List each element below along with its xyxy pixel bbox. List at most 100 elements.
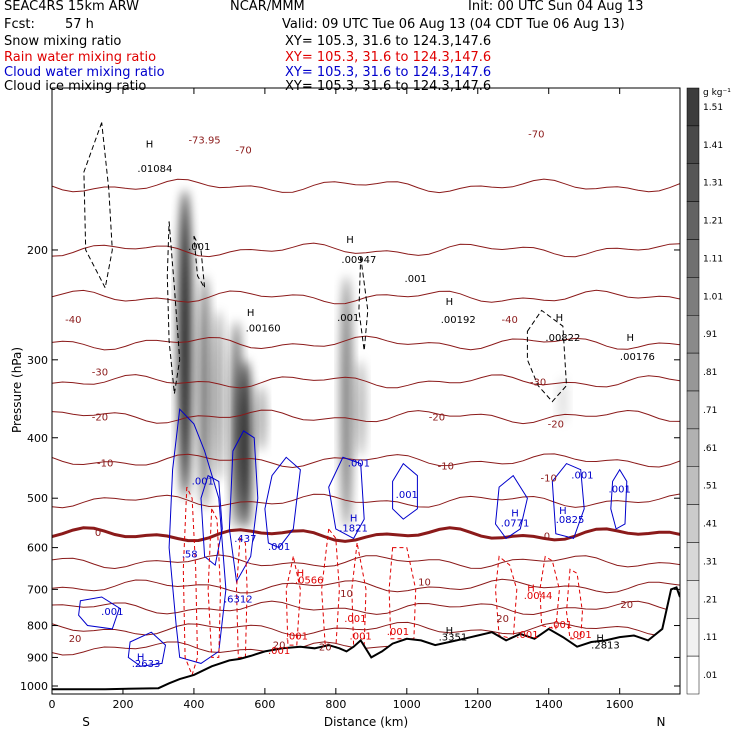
colorbar-swatch-2	[686, 163, 700, 202]
contour-labels: -73.95 -70 -70 -40 -40 -30 -30 -20 -20 -20 -10 -10 -…	[65, 129, 655, 670]
contour-label-34: .00822	[545, 333, 580, 344]
field-snow-name: Snow mixing ratio	[4, 34, 122, 49]
snow-shade-2	[213, 310, 224, 482]
cloudwater-contour-2	[228, 430, 259, 584]
y-tick-label-700: 700	[27, 583, 48, 596]
contour-label-68: .3351	[439, 632, 468, 643]
isotherm--5	[52, 493, 680, 509]
contour-label-36: .00176	[620, 352, 655, 363]
contour-label-10: -10	[97, 459, 113, 470]
contour-label-53: .6312	[224, 595, 253, 606]
x-end-label-north: N	[657, 715, 666, 729]
contour-label-42: H	[511, 509, 519, 520]
y-tick-label-500: 500	[27, 492, 48, 505]
terrain-line	[52, 586, 680, 691]
y-tick-label-600: 600	[27, 542, 48, 555]
contour-label-57: H	[527, 583, 535, 594]
cloudwater-contour-8	[610, 468, 628, 530]
rain-contour-8	[539, 555, 560, 630]
field-ice-xy: XY= 105.3, 31.6 to 124.3,147.6	[285, 79, 492, 94]
contour-label-1: -70	[235, 145, 251, 156]
contour-label-35: H	[627, 333, 635, 344]
colorbar-label-1: 1.41	[703, 141, 723, 151]
contour-label-29: .001	[337, 313, 359, 324]
temperature-isotherms	[52, 178, 680, 656]
contour-label-14: 0	[544, 531, 550, 542]
snow-shade-4	[238, 359, 253, 529]
colorbar-swatch-8	[686, 390, 700, 430]
contour-label-30: .001	[405, 274, 427, 285]
contour-label-54: .58	[182, 549, 198, 560]
y-tick-label-300: 300	[27, 354, 48, 367]
contour-label-63: .001	[516, 630, 538, 641]
colorbar-swatch-6	[686, 315, 700, 354]
mixing-ratio-contours	[78, 122, 628, 677]
field-rain-xy: XY= 105.3, 31.6 to 124.3,147.6	[285, 50, 492, 65]
contour-label-16: 10	[340, 589, 353, 600]
contour-label-70: .2813	[591, 640, 620, 651]
contour-label-24: .001	[188, 242, 210, 253]
terrain-fill	[52, 587, 680, 694]
contour-label-11: -10	[438, 462, 454, 473]
x-tick-label-400: 400	[183, 698, 204, 711]
contour-label-31: H	[446, 297, 454, 308]
colorbar-label-3: 1.21	[703, 217, 723, 227]
x-axis-label: Distance (km)	[324, 715, 408, 729]
contour-label-15: 10	[418, 577, 431, 588]
isotherm-20	[52, 621, 680, 637]
contour-label-3: -40	[65, 315, 81, 326]
contour-label-60: .001	[286, 632, 308, 643]
isotherm-0	[52, 526, 680, 543]
ice-contour-4	[526, 309, 568, 403]
contour-label-7: -20	[92, 412, 108, 423]
contour-label-6: -30	[530, 378, 546, 389]
colorbar-swatch-14	[686, 618, 700, 657]
colorbar-label-9: .61	[703, 444, 717, 454]
colorbar: 1.51 1.41 1.31 1.21 1.11 1.01 .91 .81 .71 .61 .51.…	[686, 87, 723, 695]
contour-label-45: .0825	[556, 515, 585, 526]
colorbar-label-11: .41	[703, 520, 717, 530]
contour-label-13: 0	[95, 528, 101, 539]
y-tick-label-900: 900	[27, 651, 48, 664]
contour-label-51: .2633	[132, 659, 161, 670]
terrain-layer	[52, 586, 680, 694]
contour-label-56: .0566	[295, 575, 324, 586]
contour-label-27: H	[346, 235, 354, 246]
y-tick-label-400: 400	[27, 432, 48, 445]
org-label: NCAR/MMM	[230, 0, 305, 14]
contour-label-40: .001	[571, 471, 593, 482]
contour-label-17: 20	[620, 600, 633, 611]
x-tick-label-1200: 1200	[464, 698, 492, 711]
rain-contour-1	[207, 506, 222, 658]
contour-label-62: .001	[387, 627, 409, 638]
colorbar-swatch-9	[686, 428, 700, 467]
cloudwater-contour-7	[551, 462, 585, 540]
isotherm--30	[52, 374, 680, 389]
contour-label-2: -70	[528, 129, 544, 140]
isotherm--40	[52, 335, 680, 351]
contour-label-23: .01084	[137, 164, 172, 175]
snow-shade-5	[256, 385, 267, 451]
colorbar-label-5: 1.01	[703, 292, 723, 302]
colorbar-swatch-10	[686, 466, 700, 505]
fcst-label: Fcst:	[4, 17, 35, 32]
colorbar-swatch-5	[686, 277, 700, 316]
colorbar-label-15: .01	[703, 671, 717, 681]
contour-label-58: .0044	[524, 591, 553, 602]
y-tick-label-800: 800	[27, 620, 48, 633]
init-time: Init: 00 UTC Sun 04 Aug 13	[468, 0, 644, 14]
isotherm--20	[52, 409, 680, 425]
contour-label-61: .001	[350, 632, 372, 643]
ice-contour-3	[358, 256, 369, 351]
colorbar-swatch-7	[686, 352, 700, 392]
rain-contour-3	[285, 556, 301, 646]
contour-label-65: .001	[570, 630, 592, 641]
contour-label-33: H	[556, 313, 564, 324]
contour-label-4: -40	[502, 315, 518, 326]
model-title: SEAC4RS 15km ARW	[4, 0, 140, 14]
contour-label-25: H	[247, 308, 255, 319]
contour-label-12: -10	[541, 473, 557, 484]
colorbar-swatch-1	[686, 125, 700, 164]
contour-label-26: .00160	[246, 323, 281, 334]
contour-label-48: .001	[268, 542, 290, 553]
